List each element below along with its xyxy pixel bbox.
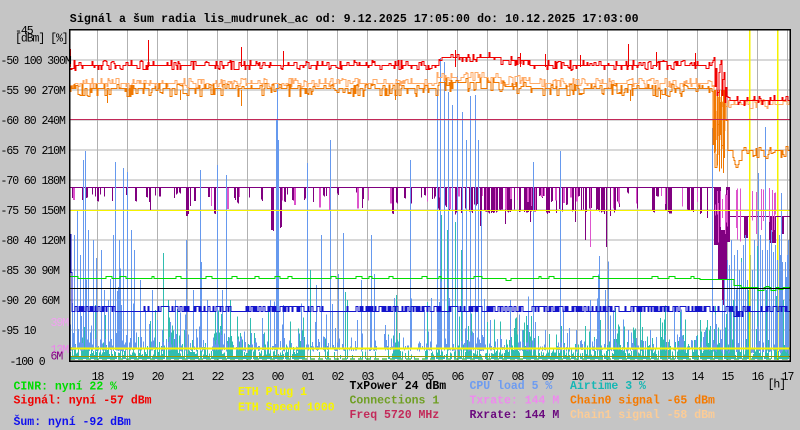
svg-text:-95 10: -95 10 <box>1 325 37 338</box>
svg-text:04: 04 <box>392 371 405 384</box>
svg-text:-70 60 180M: -70 60 180M <box>1 175 67 188</box>
svg-text:-90 20 60M: -90 20 60M <box>1 295 61 308</box>
svg-text:Chain1 signal -58 dBm: Chain1 signal -58 dBm <box>570 409 715 422</box>
svg-text:6M: 6M <box>51 351 64 364</box>
svg-text:18: 18 <box>92 371 105 384</box>
svg-text:02: 02 <box>332 371 345 384</box>
svg-text:Chain0 signal -65 dBm: Chain0 signal -65 dBm <box>570 395 715 408</box>
svg-text:[dBm] [%]: [dBm] [%] <box>15 33 68 46</box>
svg-text:10: 10 <box>572 371 585 384</box>
svg-text:21: 21 <box>182 371 195 384</box>
svg-text:23: 23 <box>242 371 255 384</box>
svg-text:05: 05 <box>422 371 435 384</box>
svg-text:Airtime 3 %: Airtime 3 % <box>570 380 646 393</box>
svg-text:03: 03 <box>362 371 375 384</box>
svg-text:-55 90 270M: -55 90 270M <box>1 85 67 98</box>
svg-text:06: 06 <box>452 371 465 384</box>
svg-text:CINR: nyní 22 %: CINR: nyní 22 % <box>14 381 118 394</box>
svg-text:CPU load 5 %: CPU load 5 % <box>470 380 553 393</box>
svg-text:17: 17 <box>782 371 794 384</box>
svg-text:00: 00 <box>272 371 285 384</box>
svg-text:Signál a šum radia lis_mudrune: Signál a šum radia lis_mudrunek_ac od: 9… <box>70 13 639 26</box>
svg-text:07: 07 <box>482 371 494 384</box>
svg-text:Connections 1: Connections 1 <box>350 395 440 408</box>
svg-text:ETH Speed 1000: ETH Speed 1000 <box>238 402 335 415</box>
svg-text:Txrate: 144 M: Txrate: 144 M <box>470 395 560 408</box>
svg-text:Rxrate: 144 M: Rxrate: 144 M <box>470 409 560 422</box>
svg-text:11: 11 <box>602 371 615 384</box>
svg-text:Šum: nyní -92 dBm: Šum: nyní -92 dBm <box>14 415 131 429</box>
svg-text:-75 50 150M: -75 50 150M <box>1 205 67 218</box>
svg-text:12: 12 <box>632 371 645 384</box>
svg-text:08: 08 <box>512 371 525 384</box>
svg-text:-50 100 300M: -50 100 300M <box>1 55 72 68</box>
svg-text:TxPower 24 dBm: TxPower 24 dBm <box>350 380 447 393</box>
svg-text:[h]: [h] <box>768 379 786 392</box>
svg-text:Freq 5720 MHz: Freq 5720 MHz <box>350 409 440 422</box>
svg-text:20: 20 <box>152 371 165 384</box>
svg-text:13: 13 <box>662 371 675 384</box>
svg-text:-60 80 240M: -60 80 240M <box>1 115 67 128</box>
svg-text:19: 19 <box>122 371 135 384</box>
svg-text:-65 70 210M: -65 70 210M <box>1 145 67 158</box>
svg-text:-45: -45 <box>15 25 34 38</box>
svg-text:ETH Plug 1: ETH Plug 1 <box>238 386 307 399</box>
svg-text:13M: 13M <box>51 344 70 357</box>
svg-text:15: 15 <box>722 371 735 384</box>
svg-text:16: 16 <box>752 371 765 384</box>
svg-text:-80 40 120M: -80 40 120M <box>1 235 67 248</box>
svg-text:01: 01 <box>302 371 315 384</box>
svg-text:Signál: nyní -57 dBm: Signál: nyní -57 dBm <box>14 395 152 408</box>
svg-text:-85 30 90M: -85 30 90M <box>1 265 61 278</box>
svg-text:39M: 39M <box>51 317 70 330</box>
svg-text:22: 22 <box>212 371 225 384</box>
svg-text:-100 0: -100 0 <box>10 356 46 369</box>
svg-text:09: 09 <box>542 371 555 384</box>
svg-text:14: 14 <box>692 371 705 384</box>
